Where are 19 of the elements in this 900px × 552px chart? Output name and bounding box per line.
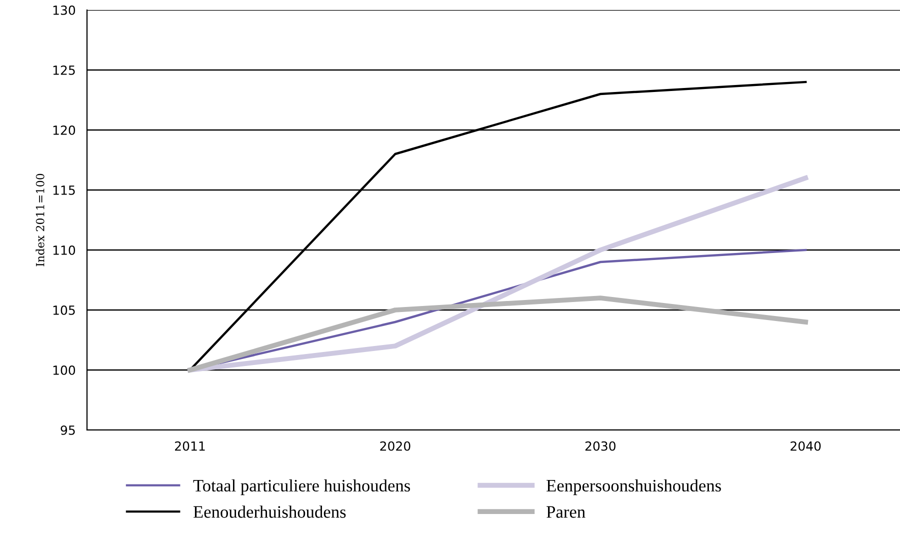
legend-label: Eenpersoonshuishoudens: [546, 479, 721, 496]
y-tick-label: 100: [53, 365, 76, 375]
y-tick-label: 105: [53, 305, 75, 315]
x-tick-label: 2040: [790, 441, 821, 451]
legend-label: Eenouderhuishoudens: [193, 506, 346, 518]
y-tick-label: 95: [60, 425, 75, 435]
legend-label: Paren: [546, 506, 586, 518]
y-tick-label: 125: [53, 65, 75, 75]
legend-label: Totaal particuliere huishoudens: [193, 479, 410, 496]
y-tick-label: 110: [53, 245, 76, 255]
line-series: [188, 296, 808, 372]
y-tick-label: 115: [53, 186, 75, 195]
x-tick-label: 2030: [585, 441, 616, 451]
x-tick-label: 2020: [380, 441, 410, 451]
x-tick-label: 2011: [175, 441, 205, 451]
y-axis-title: Index 2011=100: [36, 174, 44, 266]
line-series: [188, 176, 808, 372]
y-tick-label: 120: [53, 125, 76, 135]
y-tick-label: 130: [53, 5, 76, 15]
